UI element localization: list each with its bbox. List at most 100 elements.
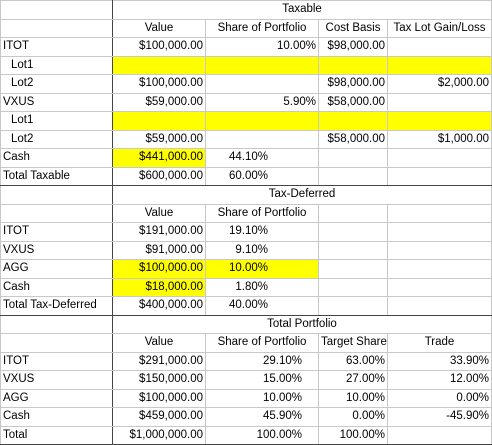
column-header: Share of Portfolio — [205, 18, 319, 38]
data-row: Total Taxable $600,000.00 60.00% — [0, 166, 492, 186]
data-row: VXUS $150,000.00 15.00% 27.00% 12.00% — [0, 370, 492, 390]
row-label: AGG — [0, 388, 113, 408]
value-cell: $400,000.00 — [112, 296, 206, 316]
value-cell: $191,000.00 — [112, 222, 206, 242]
cell — [0, 314, 113, 334]
cell — [318, 296, 388, 316]
data-row: Cash $18,000.00 1.80% — [0, 277, 492, 297]
cell — [386, 166, 492, 186]
data-row: Total Tax-Deferred $400,000.00 40.00% — [0, 296, 492, 316]
data-row: Lot1 — [0, 111, 492, 131]
value-cell: $2,000.00 — [386, 74, 492, 94]
column-header: Tax Lot Gain/Loss — [386, 18, 492, 38]
value-cell: $59,000.00 — [112, 92, 206, 112]
row-label: VXUS — [0, 240, 113, 260]
value-cell: $1,000.00 — [386, 129, 492, 149]
value-cell: 10.00% — [205, 37, 319, 57]
column-header: Cost Basis — [318, 18, 388, 38]
row-label: Lot1 — [0, 111, 113, 131]
data-row: ITOT $191,000.00 19.10% — [0, 222, 492, 242]
column-header: Share of Portfolio — [205, 203, 319, 223]
cell — [386, 148, 492, 168]
cell — [0, 333, 113, 353]
cell — [318, 203, 388, 223]
value-cell: $100,000.00 — [112, 388, 206, 408]
row-label: Lot1 — [0, 55, 113, 75]
row-label: ITOT — [0, 37, 113, 57]
value-cell: 45.90% — [205, 407, 319, 427]
cell — [386, 296, 492, 316]
cell — [318, 240, 388, 260]
cell — [386, 259, 492, 279]
cell — [112, 111, 206, 131]
value-cell: $100,000.00 — [112, 74, 206, 94]
row-label: Total — [0, 425, 113, 445]
cell — [205, 74, 319, 94]
cell — [386, 203, 492, 223]
value-cell: 10.00% — [205, 259, 319, 279]
section-title-row: Total Portfolio — [0, 314, 492, 334]
value-cell: 15.00% — [205, 370, 319, 390]
value-cell: 10.00% — [205, 388, 319, 408]
value-cell: $150,000.00 — [112, 370, 206, 390]
cell — [0, 185, 113, 205]
row-label: ITOT — [0, 351, 113, 371]
column-header: Value — [112, 18, 206, 38]
value-cell: 1.80% — [205, 277, 319, 297]
section-title: Taxable — [111, 0, 492, 20]
cell — [386, 222, 492, 242]
data-row: AGG $100,000.00 10.00% 10.00% 0.00% — [0, 388, 492, 408]
row-label: Total Taxable — [0, 166, 113, 186]
cell — [318, 277, 388, 297]
value-cell: -45.90% — [386, 407, 492, 427]
header-row: Value Share of Portfolio — [0, 203, 492, 223]
value-cell: 12.00% — [386, 370, 492, 390]
cell — [386, 425, 492, 445]
cell — [318, 166, 388, 186]
value-cell: 0.00% — [386, 388, 492, 408]
data-row: ITOT $291,000.00 29.10% 63.00% 33.90% — [0, 351, 492, 371]
value-cell: 0.00% — [318, 407, 388, 427]
column-header: Share of Portfolio — [205, 333, 319, 353]
cell — [0, 18, 113, 38]
value-cell: 19.10% — [205, 222, 319, 242]
cell — [318, 55, 388, 75]
column-header: Value — [112, 333, 206, 353]
section: Taxable Value Share of Portfolio Cost Basis… — [0, 0, 492, 186]
data-row: Lot1 — [0, 55, 492, 75]
data-row: Cash $441,000.00 44.10% — [0, 148, 492, 168]
value-cell: 60.00% — [205, 166, 319, 186]
column-header: Trade — [386, 333, 492, 353]
value-cell: 63.00% — [318, 351, 388, 371]
section-title: Tax-Deferred — [111, 185, 492, 205]
cell — [386, 37, 492, 57]
column-header: Target Share — [318, 333, 388, 353]
value-cell: $58,000.00 — [318, 129, 388, 149]
cell — [318, 222, 388, 242]
value-cell: 44.10% — [205, 148, 319, 168]
data-row: Lot2 $100,000.00 $98,000.00 $2,000.00 — [0, 74, 492, 94]
value-cell: $58,000.00 — [318, 92, 388, 112]
data-row: AGG $100,000.00 10.00% — [0, 259, 492, 279]
cell — [386, 92, 492, 112]
section: Tax-Deferred Value Share of Portfolio ITOT $… — [0, 185, 492, 316]
row-label: Cash — [0, 277, 113, 297]
cell — [386, 55, 492, 75]
value-cell: 27.00% — [318, 370, 388, 390]
data-row: Total $1,000,000.00 100.00% 100.00% — [0, 425, 492, 445]
value-cell: $98,000.00 — [318, 74, 388, 94]
value-cell: 40.00% — [205, 296, 319, 316]
cell — [112, 55, 206, 75]
section: Total Portfolio Value Share of Portfolio Ta… — [0, 314, 492, 445]
section-title-row: Tax-Deferred — [0, 185, 492, 205]
row-label: Lot2 — [0, 74, 113, 94]
data-row: Cash $459,000.00 45.90% 0.00% -45.90% — [0, 407, 492, 427]
row-label: Total Tax-Deferred — [0, 296, 113, 316]
data-row: VXUS $59,000.00 5.90% $58,000.00 — [0, 92, 492, 112]
row-label: VXUS — [0, 370, 113, 390]
row-label: Lot2 — [0, 129, 113, 149]
header-row: Value Share of Portfolio Target Share Trade — [0, 333, 492, 353]
value-cell: $600,000.00 — [112, 166, 206, 186]
